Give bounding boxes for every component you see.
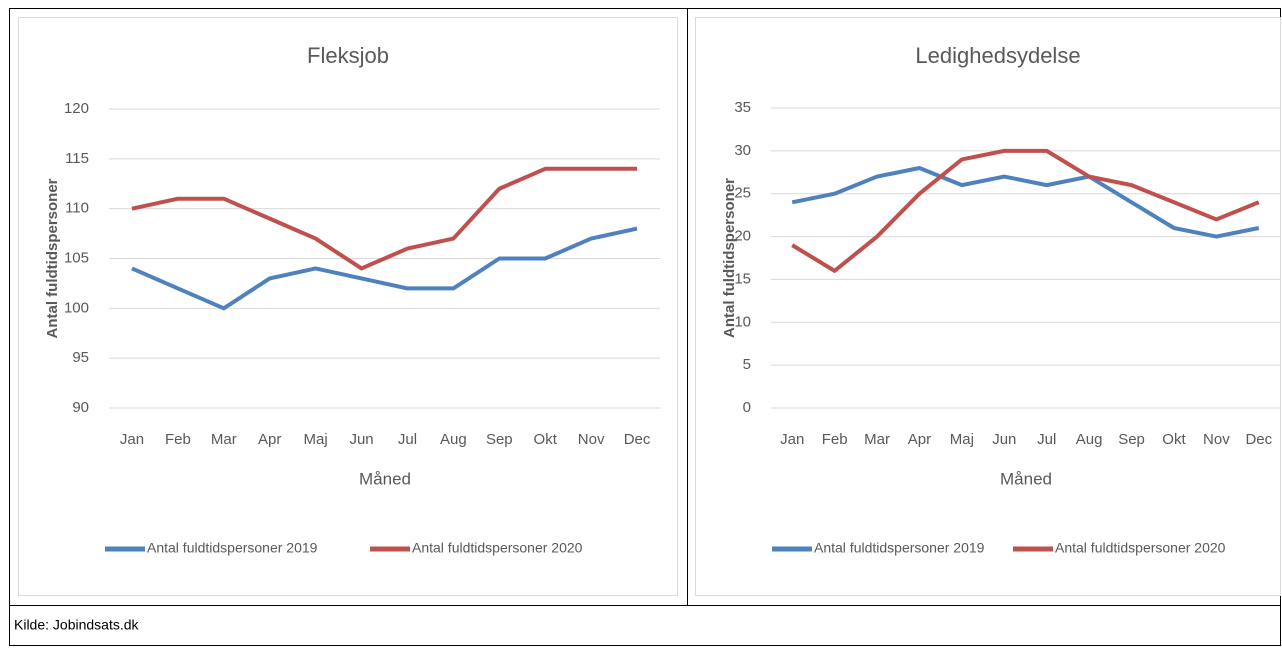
y-tick-label: 35	[734, 99, 751, 116]
x-axis-title: Måned	[1000, 469, 1052, 488]
y-tick-label: 15	[734, 270, 751, 287]
x-tick-label: Sep	[1118, 431, 1145, 448]
series-line	[791, 166, 1260, 239]
x-tick-label: Feb	[165, 431, 191, 448]
series-line	[131, 166, 638, 271]
y-tick-label: 5	[743, 356, 751, 373]
y-tick-label: 10	[734, 313, 751, 330]
y-tick-label: 20	[734, 228, 751, 245]
x-tick-label: Dec	[624, 431, 651, 448]
series-line	[131, 226, 638, 311]
legend-label: Antal fuldtidspersoner 2020	[1055, 540, 1226, 556]
x-tick-label: Aug	[440, 431, 467, 448]
x-tick-label: Apr	[908, 431, 931, 448]
x-tick-label: Dec	[1245, 431, 1272, 448]
x-tick-label: Aug	[1076, 431, 1103, 448]
y-axis-title: Antal fuldtidspersoner	[44, 178, 61, 338]
x-tick-label: Jun	[349, 431, 373, 448]
x-tick-label: Jul	[1037, 431, 1056, 448]
chart-title: Fleksjob	[307, 43, 389, 68]
y-axis-title: Antal fuldtidspersoner	[721, 178, 738, 338]
chart-frame	[695, 17, 1281, 596]
y-tick-label: 100	[64, 299, 89, 316]
x-axis-title: Måned	[359, 469, 411, 488]
x-tick-label: Maj	[950, 431, 974, 448]
y-tick-label: 115	[65, 150, 89, 167]
x-tick-label: Mar	[211, 431, 237, 448]
y-tick-label: 110	[65, 200, 89, 217]
x-tick-label: Jan	[120, 431, 144, 448]
chart-frame	[18, 17, 678, 596]
source: Kilde: Jobindsats.dk	[14, 617, 140, 633]
x-tick-label: Nov	[578, 431, 605, 448]
x-tick-label: Sep	[486, 431, 513, 448]
x-tick-label: Apr	[258, 431, 281, 448]
x-tick-label: Feb	[822, 431, 848, 448]
x-tick-label: Jun	[992, 431, 1016, 448]
y-tick-label: 90	[72, 399, 89, 416]
x-tick-label: Nov	[1203, 431, 1230, 448]
y-tick-label: 0	[743, 399, 751, 416]
x-tick-label: Mar	[864, 431, 890, 448]
x-tick-label: Jan	[780, 431, 804, 448]
legend-label: Antal fuldtidspersoner 2019	[814, 540, 985, 556]
x-tick-label: Okt	[534, 431, 558, 448]
y-tick-label: 25	[734, 185, 751, 202]
x-tick-label: Okt	[1162, 431, 1186, 448]
legend-label: Antal fuldtidspersoner 2020	[412, 540, 583, 556]
x-tick-label: Jul	[398, 431, 417, 448]
series-line	[791, 148, 1260, 273]
y-tick-label: 30	[734, 142, 751, 159]
x-tick-label: Maj	[304, 431, 328, 448]
y-tick-label: 95	[72, 349, 89, 366]
y-tick-label: 120	[64, 100, 89, 117]
y-tick-label: 105	[64, 249, 89, 266]
chart-title: Ledighedsydelse	[915, 43, 1080, 68]
legend-label: Antal fuldtidspersoner 2019	[147, 540, 318, 556]
